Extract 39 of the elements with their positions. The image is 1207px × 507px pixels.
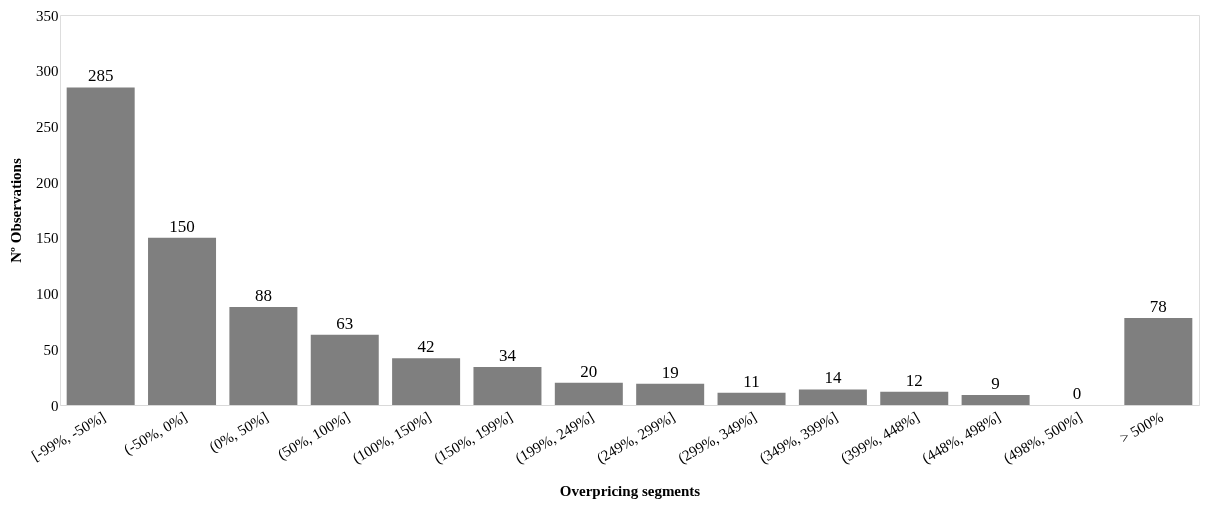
x-tick-label: > 500% [1116,408,1166,447]
y-tick-label: 50 [43,341,59,358]
bar [554,382,623,405]
x-tick-label: (0%, 50%] [206,408,272,456]
data-label: 150 [169,216,195,236]
data-label: 88 [254,285,272,305]
data-label: 20 [580,361,598,381]
bar [798,389,867,405]
data-label: 11 [743,371,760,391]
bar [392,358,461,405]
y-tick-label: 350 [36,7,59,24]
bar [473,367,542,405]
x-axis-title: Overpricing segments [559,483,701,500]
data-label: 78 [1149,297,1167,317]
y-tick-label: 200 [36,174,59,191]
y-tick-label: 250 [36,118,59,135]
y-tick-label: 150 [36,230,59,247]
data-label: 9 [991,373,1000,393]
data-label: 285 [87,66,114,86]
bar [961,394,1030,405]
bar [880,391,949,405]
bar [1124,318,1193,405]
y-tick-label: 100 [36,286,59,303]
y-tick-label: 300 [36,63,59,80]
data-label: 12 [905,370,923,390]
bar [66,87,135,405]
data-label: 0 [1072,384,1082,403]
data-label: 42 [417,337,435,357]
y-axis-title: Nº Observations [8,158,24,263]
data-label: 14 [824,368,842,388]
bar [310,334,379,405]
bar [717,392,786,405]
bar [636,383,705,405]
data-label: 63 [336,313,354,333]
data-label: 19 [661,362,679,382]
y-tick-label: 0 [51,397,59,414]
data-label: 34 [498,346,517,366]
bar [229,306,298,405]
bar [148,237,217,405]
